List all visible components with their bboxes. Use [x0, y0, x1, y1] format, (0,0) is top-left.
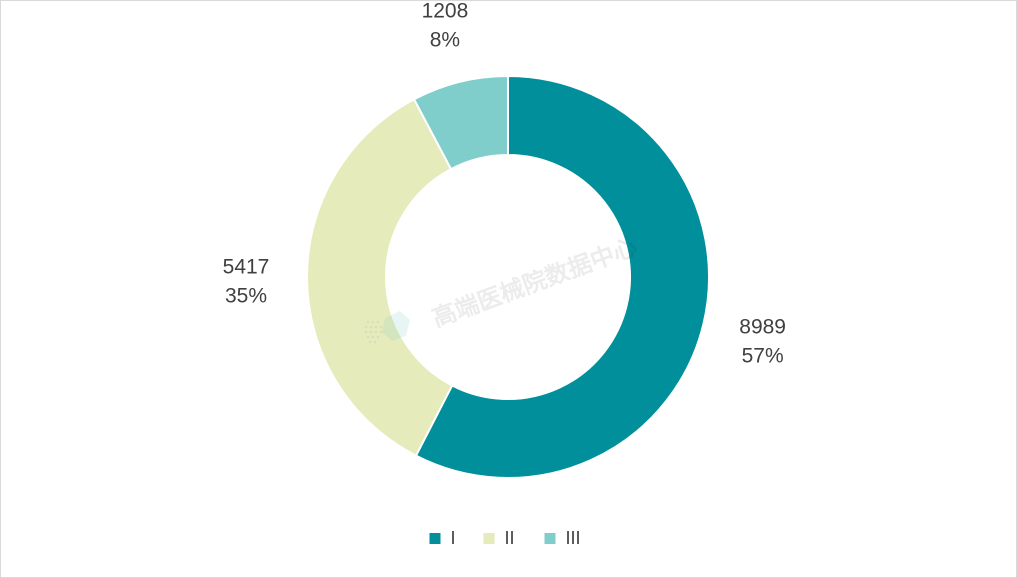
- legend-swatch-I: [429, 533, 441, 544]
- slice-percent-label: 57%: [742, 345, 784, 368]
- legend-swatch-II: [483, 533, 495, 544]
- watermark-text: 高端医械院数据中心: [428, 232, 641, 333]
- watermark: 高端医械院数据中心: [364, 232, 641, 344]
- donut-slice-I: [414, 74, 710, 479]
- slices-group: [306, 74, 710, 479]
- legend-label-I: I: [451, 528, 456, 548]
- slice-value-label: 1208: [422, 0, 469, 23]
- slice-percent-label: 35%: [225, 284, 267, 307]
- donut-slice-III: [412, 74, 509, 171]
- watermark-logo-icon: [364, 311, 410, 344]
- slice-value-label: 8989: [739, 316, 786, 339]
- labels-group: 8989 57% 5417 35% 1208 8%: [223, 0, 786, 368]
- slice-value-label: 5417: [223, 255, 270, 278]
- slice-percent-label: 8%: [430, 29, 460, 52]
- legend: I II III: [429, 528, 581, 548]
- legend-label-III: III: [566, 528, 581, 548]
- legend-swatch-III: [544, 533, 556, 544]
- donut-slice-II: [306, 97, 454, 458]
- legend-label-II: II: [505, 528, 515, 548]
